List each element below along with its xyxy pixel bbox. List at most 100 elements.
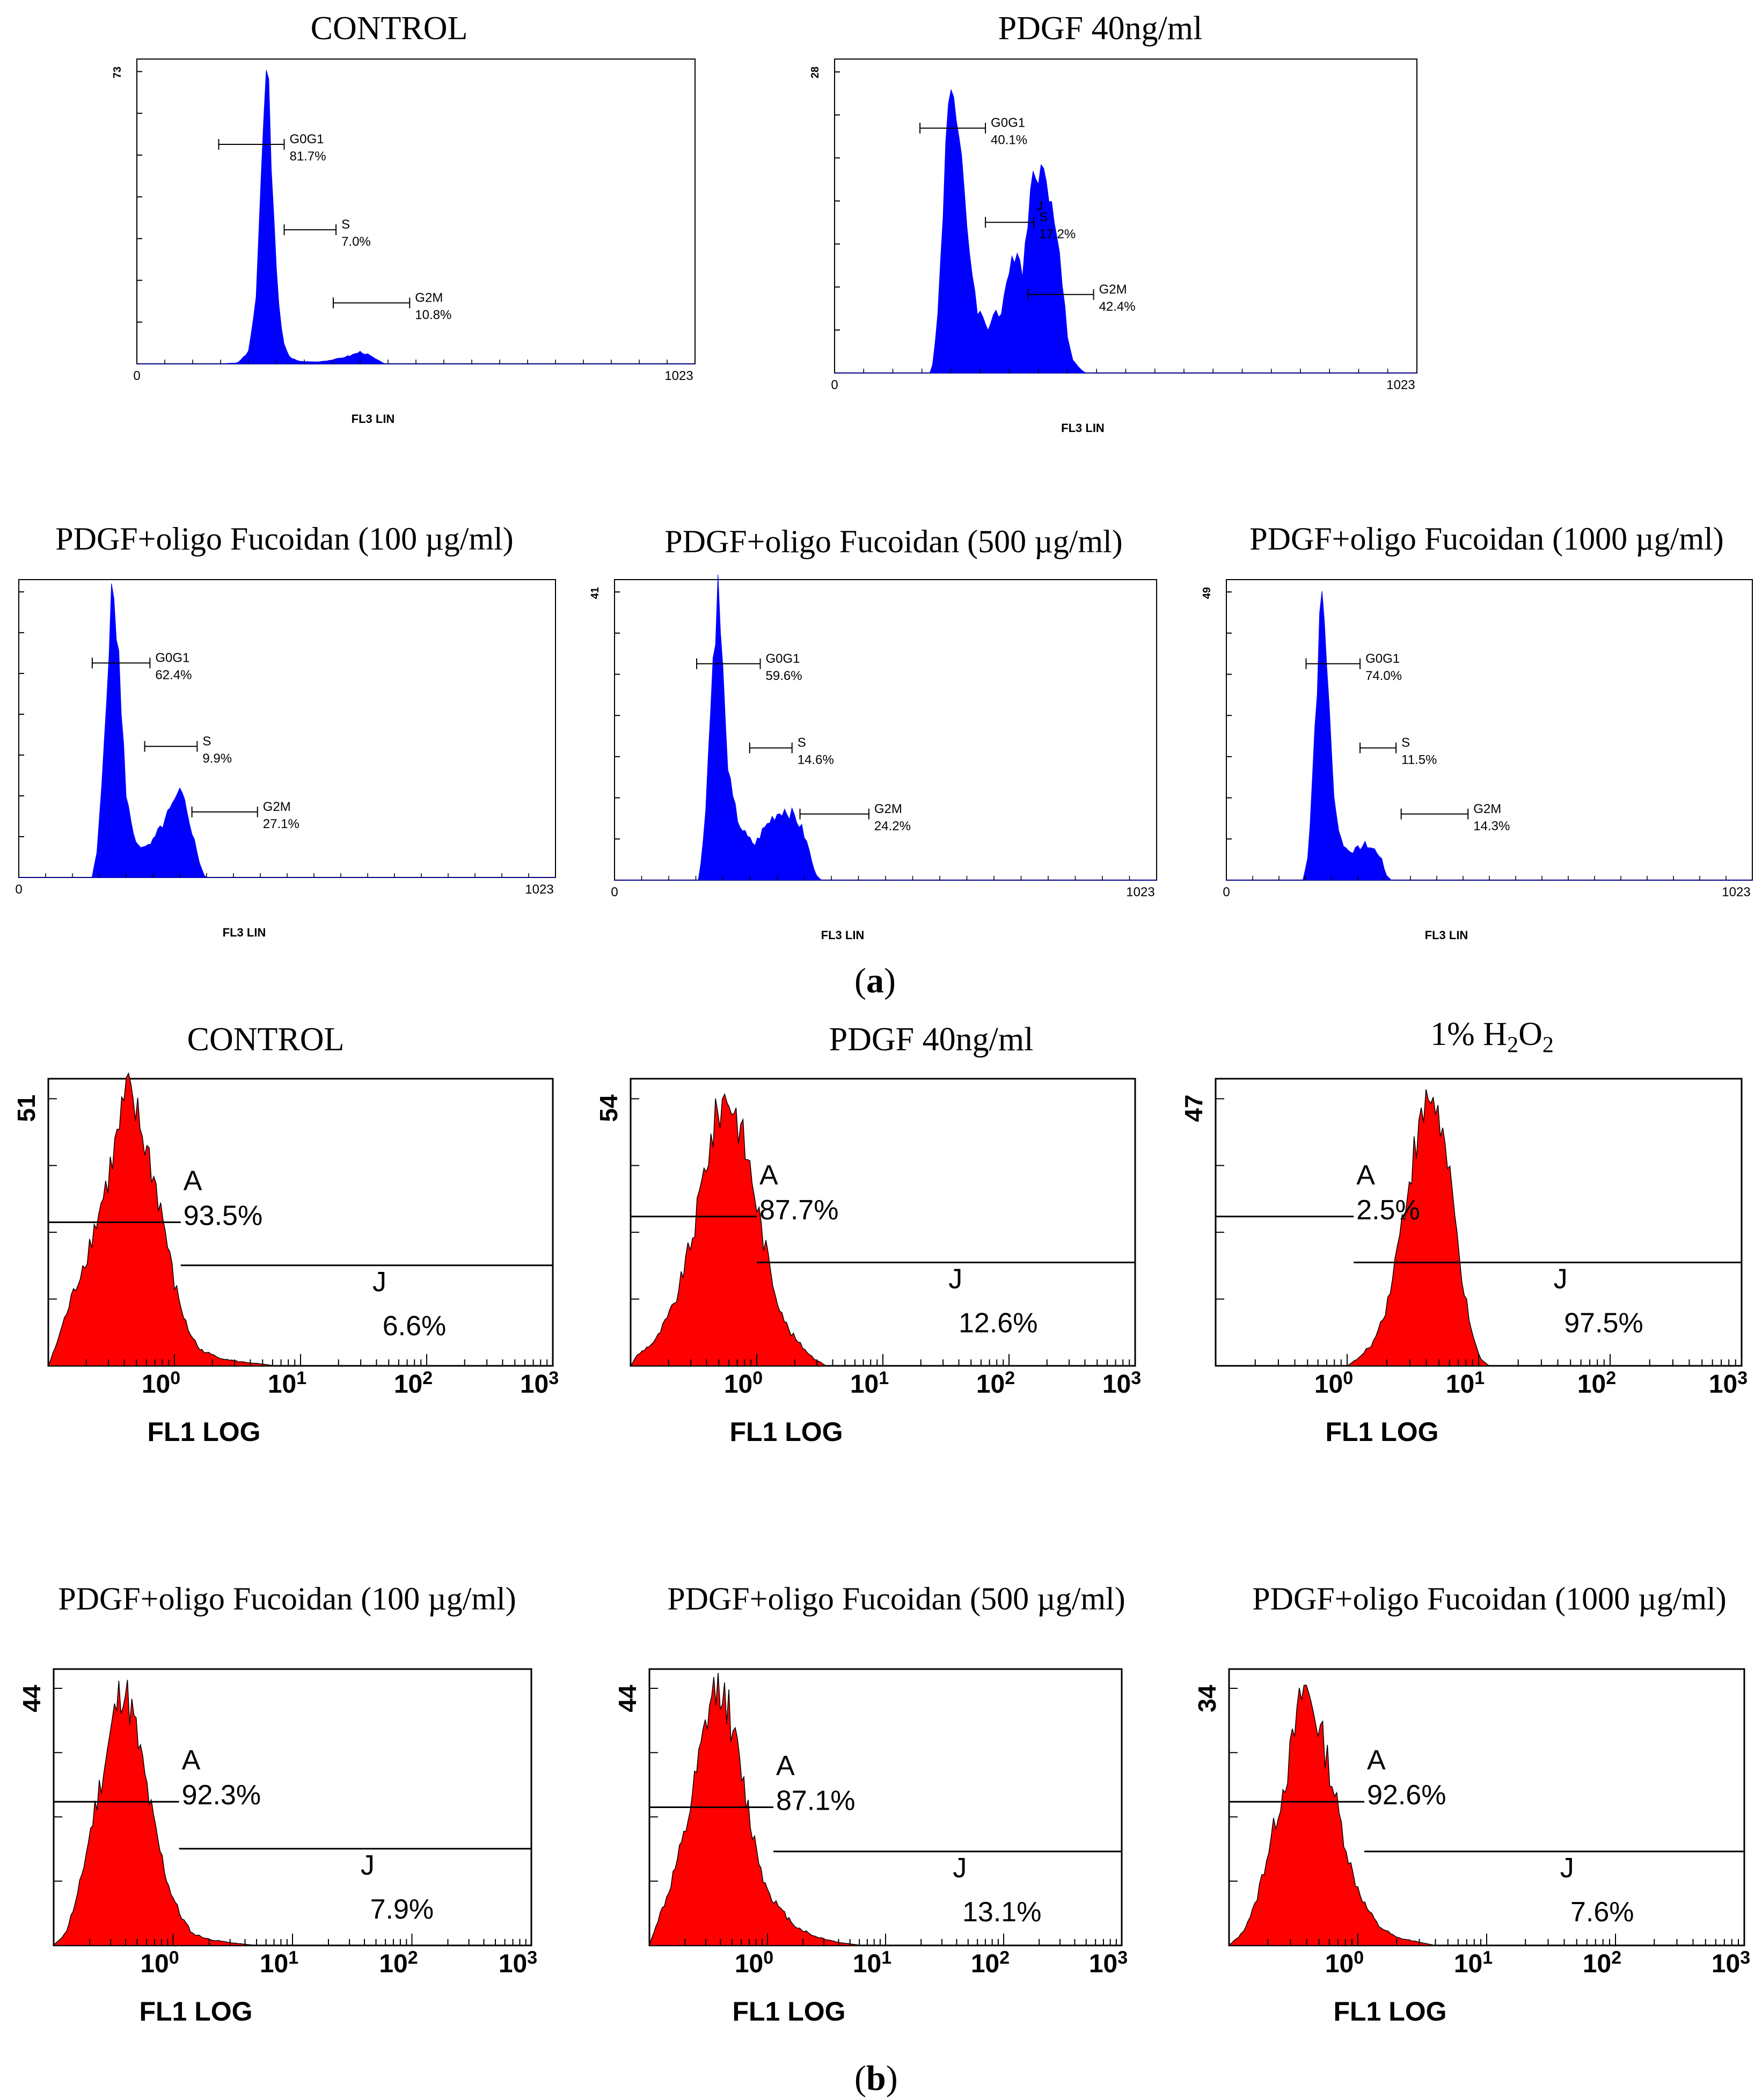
gate-name: G2M bbox=[415, 290, 443, 305]
x-tick-exponent: 0 bbox=[1354, 1948, 1364, 1968]
x-tick-exponent: 2 bbox=[422, 1368, 433, 1388]
x-tick-exponent: 2 bbox=[1611, 1948, 1621, 1968]
histogram-a2: 28 0 1023 FL3 LIN G0G1 40.1% S 17.2% G2M 42.4% J bbox=[809, 58, 1417, 435]
x-tick-label: 102 bbox=[1577, 1368, 1616, 1399]
gate-percent: 17.2% bbox=[1039, 227, 1076, 242]
histogram-area bbox=[615, 574, 1157, 881]
gate-percent: 81.7% bbox=[289, 149, 326, 164]
x-tick-exponent: 2 bbox=[999, 1948, 1010, 1968]
x-tick-label: 102 bbox=[394, 1368, 433, 1399]
gate-name: G0G1 bbox=[155, 650, 189, 665]
marker-j-percent: 7.9% bbox=[370, 1894, 434, 1925]
x-axis-label: FL3 LIN bbox=[1061, 421, 1105, 435]
x-tick-label: 100 bbox=[724, 1368, 763, 1399]
gate-name: S bbox=[202, 734, 211, 749]
x-tick-exponent: 3 bbox=[1131, 1368, 1141, 1388]
marker-j: J bbox=[1036, 199, 1043, 214]
marker-j-percent: 12.6% bbox=[959, 1307, 1037, 1338]
marker-j-percent: 97.5% bbox=[1564, 1307, 1643, 1338]
gate-name: S bbox=[341, 217, 350, 232]
x-tick-exponent: 1 bbox=[881, 1948, 891, 1968]
x-tick-label: 101 bbox=[260, 1948, 298, 1978]
gate-percent: 11.5% bbox=[1401, 753, 1437, 767]
x-tick-label: 103 bbox=[1089, 1948, 1128, 1978]
marker-j-label: J bbox=[1560, 1853, 1574, 1884]
marker-a-label: A bbox=[759, 1160, 778, 1191]
y-axis-max-label: 54 bbox=[595, 1094, 623, 1122]
gate-percent: 40.1% bbox=[991, 133, 1027, 148]
gate-name: S bbox=[1039, 210, 1048, 224]
x-tick-exponent: 0 bbox=[169, 1948, 179, 1968]
x-tick-label: 0 bbox=[1223, 885, 1230, 899]
histogram-area bbox=[648, 1673, 1122, 1946]
chart-title-b4: PDGF+oligo Fucoidan (100 µg/ml) bbox=[58, 1581, 516, 1616]
gate-name: G2M bbox=[263, 800, 291, 814]
marker-a-percent: 92.3% bbox=[182, 1780, 261, 1811]
x-tick-label: 102 bbox=[1583, 1948, 1621, 1978]
gate-percent: 9.9% bbox=[202, 751, 232, 766]
y-axis-max-label: 41 bbox=[589, 587, 601, 599]
marker-j-label: J bbox=[1554, 1263, 1568, 1294]
chart-title-b2: PDGF 40ng/ml bbox=[829, 1021, 1034, 1058]
x-axis-label: FL1 LOG bbox=[729, 1417, 843, 1447]
chart-title-a4: PDGF+oligo Fucoidan (500 µg/ml) bbox=[664, 524, 1123, 559]
chart-title-a1: CONTROL bbox=[310, 10, 468, 47]
x-tick-exponent: 0 bbox=[170, 1368, 180, 1388]
plot-frame bbox=[614, 579, 1157, 881]
marker-j-label: J bbox=[372, 1267, 386, 1298]
x-tick-label: 1023 bbox=[1722, 885, 1750, 899]
gate-name: G0G1 bbox=[991, 116, 1025, 130]
x-tick-exponent: 1 bbox=[288, 1948, 298, 1968]
panel-label-b: (b) bbox=[854, 2059, 898, 2098]
marker-a-percent: 2.5% bbox=[1356, 1195, 1420, 1226]
panel-label-a: (a) bbox=[854, 961, 896, 1000]
x-tick-label: 1023 bbox=[1126, 885, 1154, 899]
y-axis-max-label: 47 bbox=[1180, 1094, 1208, 1122]
chart-title-b3: 1% H2O2 bbox=[1430, 1016, 1554, 1058]
chart-title-b5: PDGF+oligo Fucoidan (500 µg/ml) bbox=[667, 1581, 1125, 1616]
x-tick-label: 103 bbox=[520, 1368, 559, 1399]
plot-frame bbox=[1215, 1078, 1743, 1367]
marker-a-label: A bbox=[1367, 1745, 1386, 1776]
chart-title-a3: PDGF+oligo Fucoidan (100 µg/ml) bbox=[55, 521, 514, 557]
gate-percent: 27.1% bbox=[263, 817, 299, 831]
x-tick-exponent: 3 bbox=[527, 1948, 537, 1968]
gate-percent: 14.6% bbox=[798, 753, 834, 767]
x-axis-label: FL1 LOG bbox=[1325, 1417, 1438, 1447]
x-tick-label: 101 bbox=[268, 1368, 306, 1399]
gate-name: S bbox=[798, 736, 806, 750]
x-tick-label: 0 bbox=[611, 885, 618, 899]
y-axis-max-label: 34 bbox=[1193, 1685, 1221, 1713]
marker-j-percent: 7.6% bbox=[1570, 1897, 1634, 1928]
gate-percent: 14.3% bbox=[1473, 819, 1510, 833]
x-tick-exponent: 2 bbox=[1606, 1368, 1616, 1388]
gate-percent: 74.0% bbox=[1365, 669, 1402, 683]
histogram-area bbox=[1228, 1685, 1744, 1946]
gate-percent: 10.8% bbox=[415, 308, 451, 322]
chart-title-b1: CONTROL bbox=[187, 1021, 345, 1058]
x-axis-label: FL1 LOG bbox=[732, 1996, 845, 2026]
x-tick-label: 103 bbox=[499, 1948, 537, 1978]
histogram-area bbox=[630, 1093, 1135, 1366]
x-tick-label: 101 bbox=[1454, 1948, 1493, 1978]
marker-a-percent: 87.7% bbox=[759, 1195, 838, 1226]
x-tick-exponent: 1 bbox=[879, 1368, 889, 1388]
histogram-area bbox=[1226, 591, 1752, 881]
histogram-a4: 41 0 1023 FL3 LIN G0G1 59.6% S 14.6% G2M 24.2% bbox=[589, 574, 1157, 942]
x-axis-label: FL1 LOG bbox=[147, 1417, 260, 1447]
gate-percent: 62.4% bbox=[155, 668, 192, 682]
x-tick-exponent: 1 bbox=[1474, 1368, 1485, 1388]
x-tick-label: 101 bbox=[850, 1368, 889, 1399]
x-tick-label: 102 bbox=[379, 1948, 418, 1978]
gate-name: G0G1 bbox=[1365, 652, 1400, 666]
y-axis-max-label: 49 bbox=[1201, 587, 1213, 599]
marker-a-label: A bbox=[182, 1745, 201, 1776]
marker-a-percent: 87.1% bbox=[776, 1786, 855, 1817]
gate-name: G2M bbox=[1099, 282, 1127, 297]
y-axis-max-label: 44 bbox=[613, 1685, 641, 1713]
marker-a-label: A bbox=[776, 1751, 795, 1782]
chart-title-a5: PDGF+oligo Fucoidan (1000 µg/ml) bbox=[1249, 521, 1724, 557]
